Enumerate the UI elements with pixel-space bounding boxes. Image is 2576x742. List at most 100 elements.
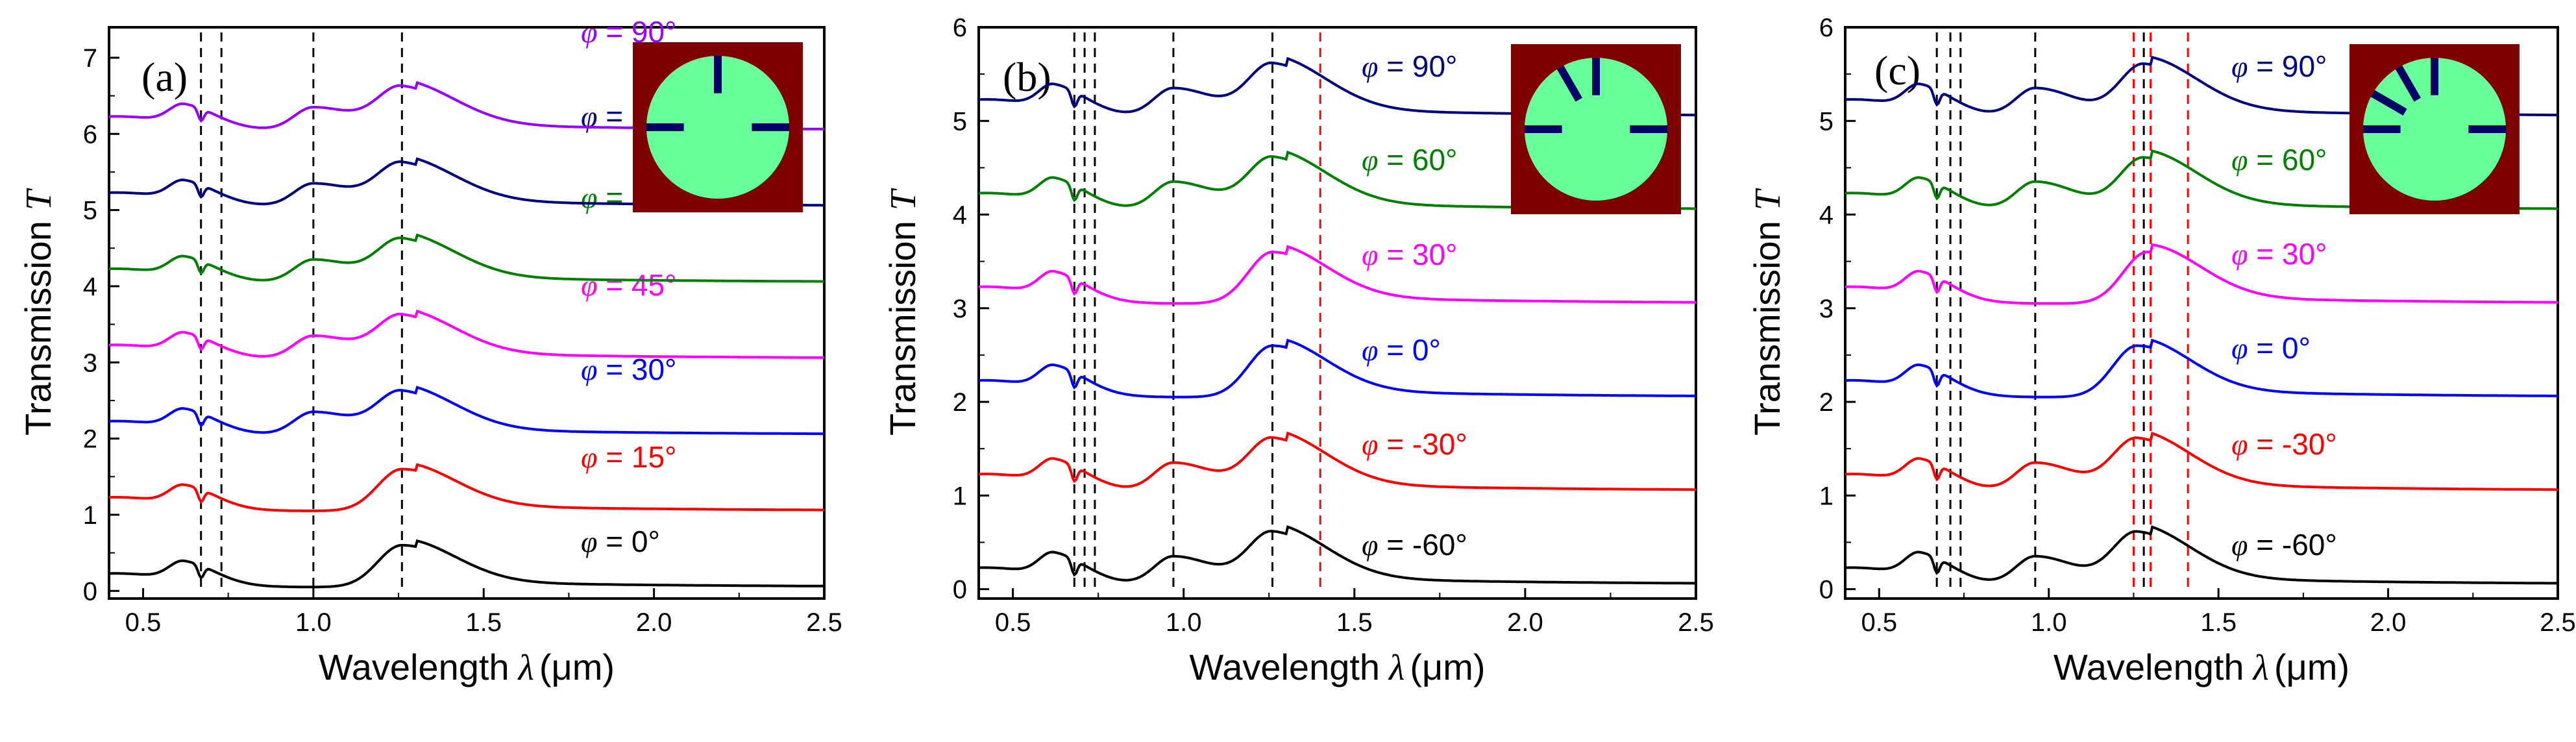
x-axis-title-symbol: λ — [517, 648, 534, 688]
y-axis-title-symbol: T — [883, 188, 924, 210]
series-label-text: = 0° — [1378, 333, 1440, 367]
series-label-text: = 15° — [597, 440, 676, 474]
series-label: φ = 0° — [581, 525, 660, 558]
y-tick-label: 4 — [1819, 201, 1834, 230]
y-axis-title: Transmission T — [882, 188, 924, 436]
series-label: φ = 90° — [1362, 49, 1457, 83]
series-label-symbol: φ — [581, 441, 597, 474]
series-line — [979, 338, 1696, 399]
x-axis-title-text: Wavelength — [1189, 647, 1380, 687]
panel-c: 0.5 1.0 1.5 2.0 2.5 0 1 2 3 4 5 6 Wavelength λ (μm) Tra… — [1747, 14, 2576, 688]
series-label: φ = 60° — [1362, 143, 1457, 177]
y-tick-label: 2 — [83, 425, 97, 454]
x-axis-title-unit: (μm) — [2274, 647, 2349, 687]
series-label-text: = -60° — [1378, 528, 1467, 562]
series-label-text: = 0° — [597, 525, 659, 558]
x-tick-label: 1.5 — [2200, 608, 2237, 637]
inset-slit — [1556, 65, 1582, 102]
series-label-symbol: φ — [1362, 238, 1378, 271]
x-tick-label: 2.0 — [2370, 608, 2407, 637]
inset-disk — [2362, 57, 2507, 201]
series-line — [109, 539, 824, 589]
x-axis-title: Wavelength λ (μm) — [2054, 647, 2349, 688]
series-label-text: = 90° — [1378, 49, 1457, 83]
y-tick-label: 2 — [1819, 388, 1834, 417]
inset-slit — [2395, 65, 2421, 102]
x-axis-title-text: Wavelength — [319, 647, 509, 687]
y-tick-label: 4 — [83, 273, 97, 301]
series-line — [1845, 338, 2558, 399]
series-line — [978, 245, 1696, 305]
panel-a: 0.5 1.0 1.5 2.0 2.5 0 1 2 3 4 5 6 7 Wavelength λ (μm) Tr… — [18, 15, 842, 688]
x-axis-title-symbol: λ — [2252, 648, 2269, 688]
series-line — [1845, 243, 2558, 305]
inset-structure — [2349, 44, 2520, 214]
x-tick-label: 0.5 — [1861, 608, 1897, 637]
series-line — [1845, 431, 2558, 491]
series-line — [109, 386, 824, 436]
y-tick-label: 5 — [83, 197, 97, 225]
y-tick-label: 6 — [83, 120, 97, 149]
y-axis-title: Transmission T — [1747, 188, 1788, 436]
series-line — [978, 525, 1697, 585]
y-tick-label: 2 — [953, 388, 967, 417]
series-label-symbol: φ — [581, 353, 597, 386]
panel-label: (c) — [1874, 47, 1920, 93]
y-tick-label: 4 — [953, 201, 967, 230]
series-line — [108, 233, 824, 283]
y-tick-label: 1 — [83, 501, 97, 530]
y-tick-label: 3 — [83, 349, 97, 377]
series-label-symbol: φ — [2231, 143, 2248, 177]
plot-frame — [977, 26, 1697, 600]
series-label-symbol: φ — [581, 269, 597, 302]
series-label-text: = -30° — [1378, 427, 1467, 461]
series-label-text: = -30° — [2248, 427, 2337, 461]
y-tick-label: 5 — [1819, 107, 1834, 136]
plot-frame — [1844, 26, 2559, 600]
y-tick-label: 0 — [1819, 576, 1834, 604]
y-axis-title-text: Transmission — [18, 221, 58, 436]
series-label-symbol: φ — [2231, 50, 2248, 83]
series-line — [108, 463, 824, 512]
series-label: φ = -30° — [1362, 427, 1467, 461]
x-axis-title-unit: (μm) — [539, 647, 615, 687]
inset-structure — [1511, 44, 1681, 214]
x-axis-title: Wavelength λ (μm) — [1189, 647, 1485, 688]
x-tick-label: 0.5 — [125, 608, 162, 637]
y-tick-label: 3 — [1819, 295, 1834, 323]
x-axis-title-symbol: λ — [1388, 648, 1405, 688]
panel-label: (b) — [1003, 54, 1051, 100]
x-tick-label: 1.5 — [465, 608, 502, 637]
y-axis-title-text: Transmission — [882, 221, 923, 436]
series-line — [109, 309, 824, 359]
series-label: φ = 0° — [2231, 331, 2311, 365]
series-label-text: = 30° — [597, 352, 676, 386]
series-label-symbol: φ — [581, 16, 597, 49]
series-label-symbol: φ — [1362, 528, 1378, 562]
series-label-text: = 60° — [1378, 143, 1457, 177]
y-axis-title-text: Transmission — [1747, 221, 1787, 436]
series-label-symbol: φ — [1362, 143, 1378, 177]
inset-disk — [1524, 57, 1668, 201]
series-label-symbol: φ — [1362, 334, 1378, 367]
panel-b: 0.5 1.0 1.5 2.0 2.5 0 1 2 3 4 5 6 Wavelength λ (μm) Tra… — [882, 14, 1714, 688]
x-axis-title: Wavelength λ (μm) — [319, 647, 615, 688]
x-axis-title-text: Wavelength — [2054, 647, 2244, 687]
series-label: φ = 45° — [581, 268, 676, 302]
series-label-text: = 45° — [597, 268, 676, 302]
y-axis-title: Transmission T — [18, 188, 59, 436]
x-tick-label: 1.5 — [1336, 608, 1373, 637]
y-axis-title-symbol: T — [19, 188, 59, 210]
series-label: φ = 30° — [581, 352, 676, 386]
y-tick-label: 6 — [1819, 14, 1834, 42]
series-label-symbol: φ — [2231, 528, 2248, 562]
x-axis-title-unit: (μm) — [1410, 647, 1485, 687]
y-axis-title-symbol: T — [1748, 188, 1788, 210]
series-label-text: = 30° — [1378, 238, 1457, 271]
panel-label: (a) — [141, 54, 188, 100]
y-tick-label: 1 — [953, 482, 967, 510]
y-tick-label: 0 — [83, 577, 97, 606]
series-line — [978, 431, 1696, 491]
plot-frame — [108, 26, 826, 600]
x-tick-label: 2.5 — [1678, 608, 1714, 637]
